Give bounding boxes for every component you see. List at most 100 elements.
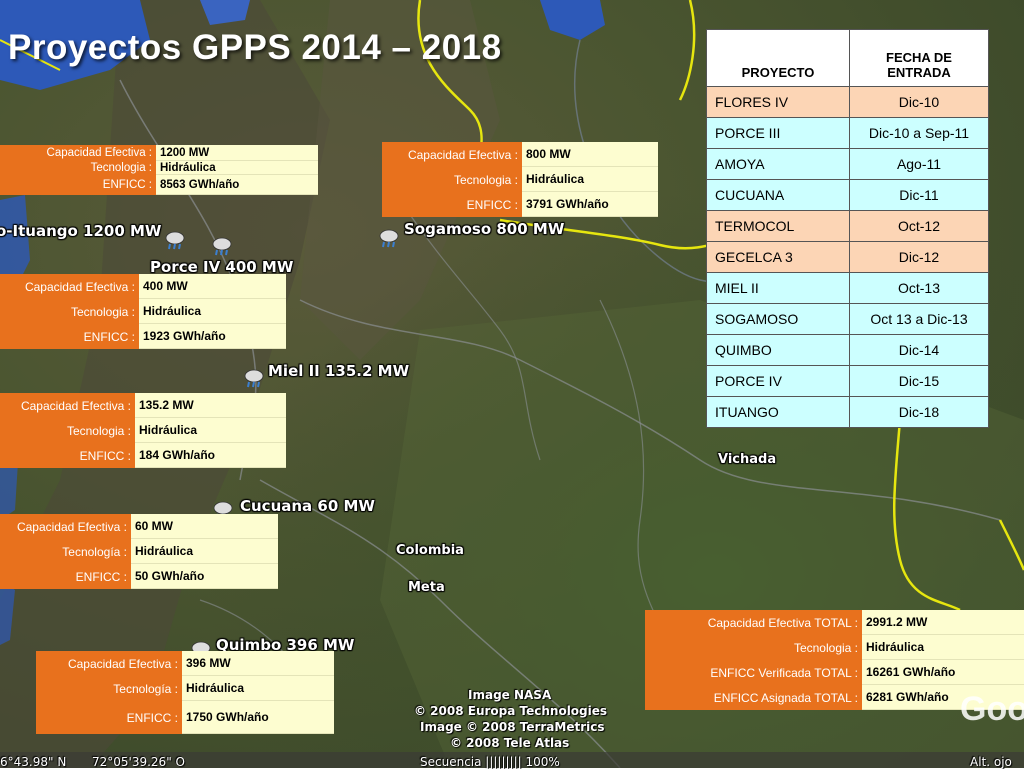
info-box-sogamoso: Capacidad Efectiva :800 MW Tecnologia :H… bbox=[382, 142, 658, 217]
entry-date-cell: Dic-10 a Sep-11 bbox=[849, 117, 989, 149]
technology-label: Tecnologia : bbox=[645, 635, 862, 660]
status-longitude: 72°05'39.26" O bbox=[92, 755, 185, 769]
enficc-assigned-value: 6281 GWh/año bbox=[862, 685, 1024, 710]
enficc-label: ENFICC : bbox=[0, 564, 131, 589]
table-row: QUIMBO Dic-14 bbox=[706, 334, 989, 366]
map-label-colombia: Colombia bbox=[396, 543, 464, 558]
entry-date-cell: Oct 13 a Dic-13 bbox=[849, 303, 989, 335]
map-label-vichada: Vichada bbox=[718, 452, 777, 467]
entry-date-cell: Dic-12 bbox=[849, 241, 989, 273]
map-label-miel: Miel II 135.2 MW bbox=[268, 362, 410, 380]
entry-dates-table: PROYECTO FECHA DE ENTRADA FLORES IV Dic-1… bbox=[706, 29, 989, 428]
entry-date-cell: Dic-11 bbox=[849, 179, 989, 211]
technology-label: Tecnologia : bbox=[0, 418, 135, 443]
technology-label: Tecnología : bbox=[36, 676, 182, 701]
map-label-sogamoso: Sogamoso 800 MW bbox=[404, 220, 565, 238]
page-title: Proyectos GPPS 2014 – 2018 bbox=[8, 28, 502, 67]
map-label-cucuana: Cucuana 60 MW bbox=[240, 497, 375, 515]
attribution-teleatlas: © 2008 Tele Atlas bbox=[450, 736, 570, 750]
table-row: ITUANGO Dic-18 bbox=[706, 396, 989, 428]
capacity-value: 400 MW bbox=[139, 274, 286, 299]
enficc-value: 184 GWh/año bbox=[135, 443, 286, 468]
entry-date-cell: Dic-10 bbox=[849, 86, 989, 118]
entry-date-cell: Dic-18 bbox=[849, 396, 989, 428]
entry-date-cell: Dic-15 bbox=[849, 365, 989, 397]
project-cell: ITUANGO bbox=[706, 396, 850, 428]
enficc-value: 1750 GWh/año bbox=[182, 701, 334, 734]
capacity-label: Capacidad Efectiva : bbox=[0, 393, 135, 418]
enficc-label: ENFICC : bbox=[0, 443, 135, 468]
entry-date-cell: Oct-12 bbox=[849, 210, 989, 242]
table-row: AMOYA Ago-11 bbox=[706, 148, 989, 180]
project-cell: AMOYA bbox=[706, 148, 850, 180]
technology-value: Hidráulica bbox=[182, 676, 334, 701]
enficc-assigned-label: ENFICC Asignada TOTAL : bbox=[645, 685, 862, 710]
technology-label: Tecnologia : bbox=[382, 167, 522, 192]
attribution-nasa: Image NASA bbox=[468, 688, 552, 702]
table-row: TERMOCOL Oct-12 bbox=[706, 210, 989, 242]
column-header-entry-date: FECHA DE ENTRADA bbox=[849, 29, 989, 87]
entry-date-cell: Ago-11 bbox=[849, 148, 989, 180]
enficc-value: 3791 GWh/año bbox=[522, 192, 658, 217]
enficc-value: 8563 GWh/año bbox=[156, 175, 318, 195]
capacity-value: 135.2 MW bbox=[135, 393, 286, 418]
technology-label: Tecnologia : bbox=[0, 299, 139, 324]
enficc-label: ENFICC : bbox=[0, 175, 156, 195]
project-cell: MIEL II bbox=[706, 272, 850, 304]
enficc-label: ENFICC : bbox=[0, 324, 139, 349]
map-label-ituango: o-Ituango 1200 MW bbox=[0, 222, 162, 240]
project-cell: PORCE III bbox=[706, 117, 850, 149]
table-row: CUCUANA Dic-11 bbox=[706, 179, 989, 211]
project-cell: SOGAMOSO bbox=[706, 303, 850, 335]
map-label-quimbo: Quimbo 396 MW bbox=[216, 636, 355, 654]
technology-value: Hidráulica bbox=[139, 299, 286, 324]
enficc-value: 1923 GWh/año bbox=[139, 324, 286, 349]
miel-placemark-icon[interactable] bbox=[243, 368, 265, 388]
status-streaming: Secuencia ||||||||| 100% bbox=[420, 755, 560, 769]
table-row: SOGAMOSO Oct 13 a Dic-13 bbox=[706, 303, 989, 335]
table-row: PORCE III Dic-10 a Sep-11 bbox=[706, 117, 989, 149]
entry-date-cell: Oct-13 bbox=[849, 272, 989, 304]
table-row: PORCE IV Dic-15 bbox=[706, 365, 989, 397]
project-cell: CUCUANA bbox=[706, 179, 850, 211]
info-box-porce: Capacidad Efectiva :400 MW Tecnologia :H… bbox=[0, 274, 286, 349]
project-cell: FLORES IV bbox=[706, 86, 850, 118]
info-box-quimbo: Capacidad Efectiva :396 MW Tecnología :H… bbox=[36, 651, 334, 734]
entry-date-cell: Dic-14 bbox=[849, 334, 989, 366]
table-header-row: PROYECTO FECHA DE ENTRADA bbox=[706, 29, 989, 87]
capacity-label: Capacidad Efectiva : bbox=[0, 145, 156, 161]
table-row: FLORES IV Dic-10 bbox=[706, 86, 989, 118]
capacity-label: Capacidad Efectiva : bbox=[0, 274, 139, 299]
ituango-placemark-icon[interactable] bbox=[164, 230, 186, 250]
technology-value: Hidráulica bbox=[131, 539, 278, 564]
table-row: GECELCA 3 Dic-12 bbox=[706, 241, 989, 273]
column-header-project: PROYECTO bbox=[706, 29, 850, 87]
technology-value: Hidráulica bbox=[862, 635, 1024, 660]
project-cell: QUIMBO bbox=[706, 334, 850, 366]
project-cell: GECELCA 3 bbox=[706, 241, 850, 273]
project-cell: PORCE IV bbox=[706, 365, 850, 397]
info-box-ituango: Capacidad Efectiva :1200 MW Tecnologia :… bbox=[0, 145, 318, 195]
capacity-value: 396 MW bbox=[182, 651, 334, 676]
info-box-miel: Capacidad Efectiva :135.2 MW Tecnologia … bbox=[0, 393, 286, 468]
info-box-total: Capacidad Efectiva TOTAL :2991.2 MW Tecn… bbox=[645, 610, 1024, 710]
capacity-value: 1200 MW bbox=[156, 145, 318, 161]
enficc-label: ENFICC : bbox=[382, 192, 522, 217]
technology-label: Tecnologia : bbox=[0, 161, 156, 175]
porce-placemark-icon[interactable] bbox=[211, 236, 233, 256]
capacity-label: Capacidad Efectiva : bbox=[0, 514, 131, 539]
capacity-value: 60 MW bbox=[131, 514, 278, 539]
technology-value: Hidráulica bbox=[135, 418, 286, 443]
status-eye-altitude: Alt. ojo bbox=[970, 755, 1012, 769]
info-box-cucuana: Capacidad Efectiva :60 MW Tecnología : Hi… bbox=[0, 514, 278, 589]
capacity-label: Capacidad Efectiva : bbox=[382, 142, 522, 167]
technology-label: Tecnología : bbox=[0, 539, 131, 564]
capacity-label: Capacidad Efectiva : bbox=[36, 651, 182, 676]
total-capacity-value: 2991.2 MW bbox=[862, 610, 1024, 635]
project-cell: TERMOCOL bbox=[706, 210, 850, 242]
attribution-europa: © 2008 Europa Technologies bbox=[414, 704, 608, 718]
enficc-verified-label: ENFICC Verificada TOTAL : bbox=[645, 660, 862, 685]
map-label-meta: Meta bbox=[408, 580, 445, 595]
map-label-porce: Porce IV 400 MW bbox=[150, 258, 294, 276]
sogamoso-placemark-icon[interactable] bbox=[378, 228, 400, 248]
